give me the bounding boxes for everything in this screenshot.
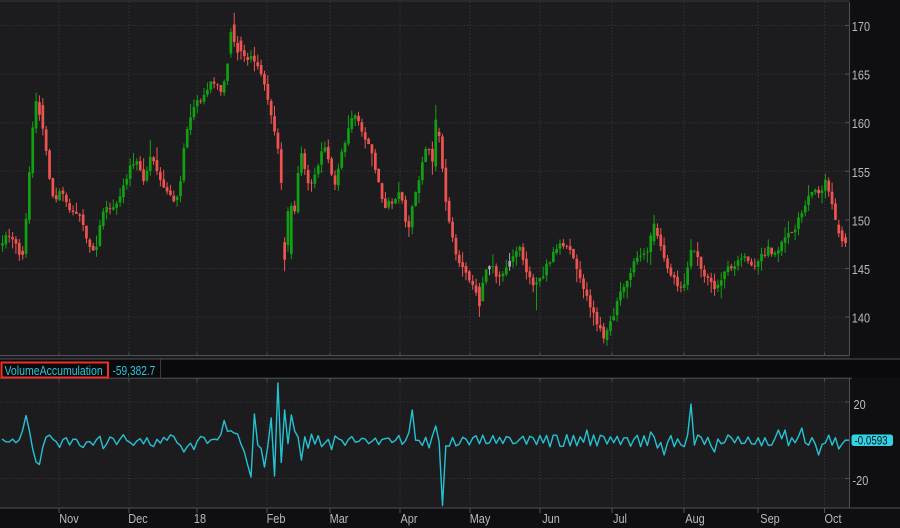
svg-text:20: 20 (854, 397, 866, 412)
svg-text:Dec: Dec (128, 511, 147, 526)
svg-text:Jun: Jun (542, 511, 560, 526)
svg-text:Apr: Apr (401, 511, 418, 526)
svg-text:Oct: Oct (825, 511, 843, 526)
svg-text:-59,382.7: -59,382.7 (113, 364, 156, 378)
svg-text:Sep: Sep (760, 511, 780, 526)
svg-text:May: May (470, 511, 491, 526)
svg-text:140: 140 (852, 311, 871, 326)
svg-text:170: 170 (852, 19, 871, 34)
svg-text:160: 160 (852, 116, 871, 131)
svg-text:-0.0593: -0.0593 (855, 435, 888, 448)
svg-text:Nov: Nov (59, 511, 78, 526)
svg-text:18: 18 (194, 511, 206, 526)
svg-text:Feb: Feb (267, 511, 286, 526)
svg-text:VolumeAccumulation: VolumeAccumulation (5, 363, 103, 378)
svg-text:150: 150 (852, 213, 871, 228)
svg-text:Mar: Mar (330, 511, 349, 526)
svg-text:155: 155 (852, 165, 871, 180)
svg-text:Aug: Aug (685, 511, 704, 526)
svg-text:165: 165 (852, 68, 871, 83)
svg-text:-20: -20 (853, 473, 869, 488)
svg-text:145: 145 (852, 262, 871, 277)
svg-text:Jul: Jul (613, 511, 627, 526)
